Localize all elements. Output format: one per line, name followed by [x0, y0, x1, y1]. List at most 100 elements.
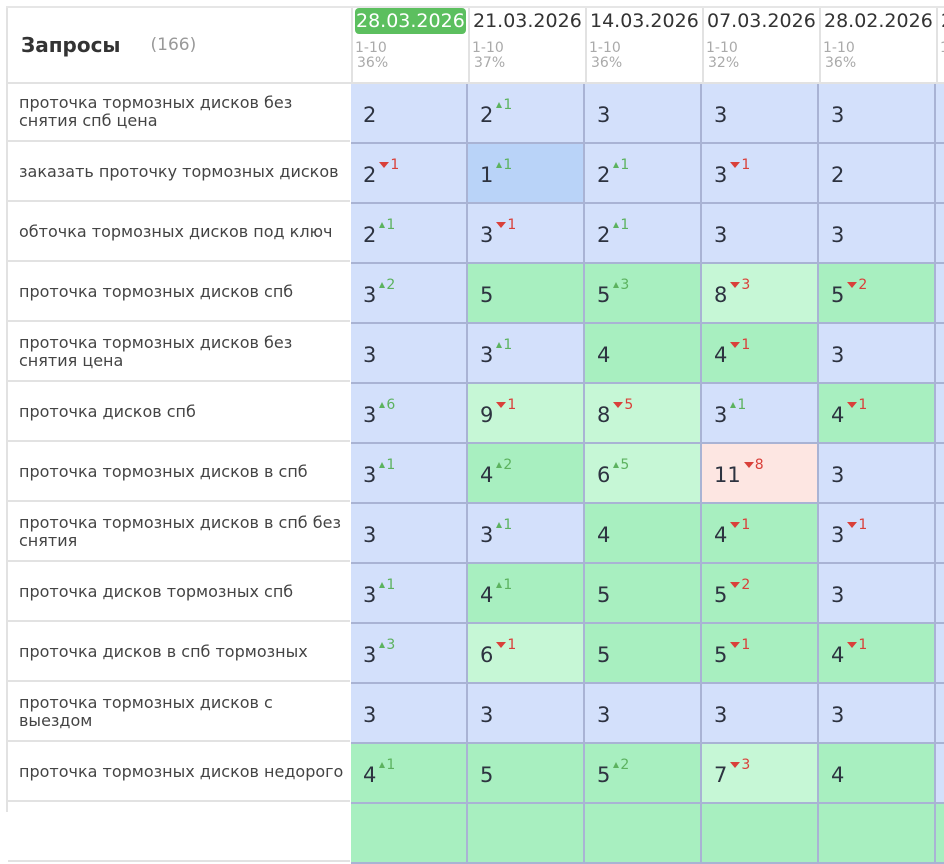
column-date[interactable]: 14.03.2026 [590, 10, 699, 32]
position-cell[interactable]: 3 [819, 324, 936, 384]
query-label[interactable]: проточка дисков в спб тормозных [8, 624, 350, 682]
date-column-header[interactable]: 21 [936, 8, 944, 82]
query-label[interactable]: проточка тормозных дисков спб [8, 264, 350, 322]
position-cell-partial[interactable] [936, 684, 944, 744]
date-column-header[interactable]: 28.03.2026 1-10 36% [351, 8, 468, 82]
query-label[interactable]: обточка тормозных дисков под ключ [8, 204, 350, 262]
query-label-partial[interactable] [8, 804, 350, 862]
position-cell-partial[interactable] [936, 624, 944, 684]
position-cell[interactable]: 2 [351, 84, 468, 144]
position-cell[interactable]: 3 [819, 564, 936, 624]
column-date[interactable]: 2 [940, 8, 944, 34]
position-cell[interactable]: 3 [351, 684, 468, 744]
position-cell-partial[interactable] [936, 264, 944, 324]
position-cell[interactable]: 5 [468, 744, 585, 804]
position-cell-partial[interactable] [936, 324, 944, 384]
column-date[interactable]: 28.03.2026 [355, 8, 466, 34]
position-cell[interactable]: 11 8 [702, 444, 819, 504]
position-cell-partial[interactable] [936, 84, 944, 144]
query-label[interactable]: проточка тормозных дисков в спб без снят… [8, 504, 350, 562]
query-label[interactable]: проточка дисков спб [8, 384, 350, 442]
position-cell[interactable]: 3 [819, 204, 936, 264]
position-cell-partial[interactable] [936, 384, 944, 444]
position-cell[interactable]: 3 [351, 504, 468, 564]
date-column-header[interactable]: 07.03.2026 1-10 32% [702, 8, 819, 82]
query-label[interactable]: проточка тормозных дисков в спб [8, 444, 350, 502]
position-cell-partial[interactable] [936, 444, 944, 504]
position-cell-partial[interactable] [936, 204, 944, 264]
position-cell[interactable]: 3 [702, 204, 819, 264]
query-label[interactable]: проточка дисков тормозных спб [8, 564, 350, 622]
position-cell-partial[interactable] [351, 804, 468, 864]
position-cell[interactable]: 3 [819, 84, 936, 144]
position-cell[interactable]: 4 [585, 324, 702, 384]
position-cell[interactable]: 5 [585, 564, 702, 624]
column-date[interactable]: 28.02.2026 [824, 10, 933, 32]
position-cell[interactable]: 3 [819, 444, 936, 504]
position-cell-partial[interactable] [585, 804, 702, 864]
position-cell[interactable]: 3 [468, 684, 585, 744]
query-label[interactable]: проточка тормозных дисков без снятия цен… [8, 324, 350, 382]
position-cell-partial[interactable] [936, 804, 944, 864]
position-cell-partial[interactable] [936, 744, 944, 804]
position-cell-partial[interactable] [936, 144, 944, 204]
position-cell[interactable]: 3 [702, 84, 819, 144]
position-cell[interactable]: 5 [468, 264, 585, 324]
position-cell-partial[interactable] [936, 564, 944, 624]
position-cell[interactable]: 3 [702, 684, 819, 744]
query-label[interactable]: проточка тормозных дисков без снятия спб… [8, 84, 350, 142]
position-cell[interactable]: 4 [585, 504, 702, 564]
position-cell[interactable]: 5 [585, 624, 702, 684]
date-column-header[interactable]: 28.02.2026 1-10 36% [819, 8, 936, 82]
column-date[interactable]: 07.03.2026 [707, 10, 816, 32]
position-cell[interactable]: 4 [819, 744, 936, 804]
position-cell[interactable]: 3 [819, 684, 936, 744]
position-cell-partial[interactable] [702, 804, 819, 864]
column-date[interactable]: 21.03.2026 [473, 10, 582, 32]
query-label[interactable]: проточка тормозных дисков недорого [8, 744, 350, 802]
position-cell[interactable]: 3 [585, 684, 702, 744]
position-cell[interactable]: 3 [351, 324, 468, 384]
date-column-header[interactable]: 14.03.2026 1-10 36% [585, 8, 702, 82]
position-cell-partial[interactable] [819, 804, 936, 864]
position-cell-partial[interactable] [936, 504, 944, 564]
position-cell[interactable]: 3 [585, 84, 702, 144]
query-label[interactable]: заказать проточку тормозных дисков [8, 144, 350, 202]
query-label[interactable]: проточка тормозных дисков с выездом [8, 684, 350, 742]
position-cell-partial[interactable] [468, 804, 585, 864]
